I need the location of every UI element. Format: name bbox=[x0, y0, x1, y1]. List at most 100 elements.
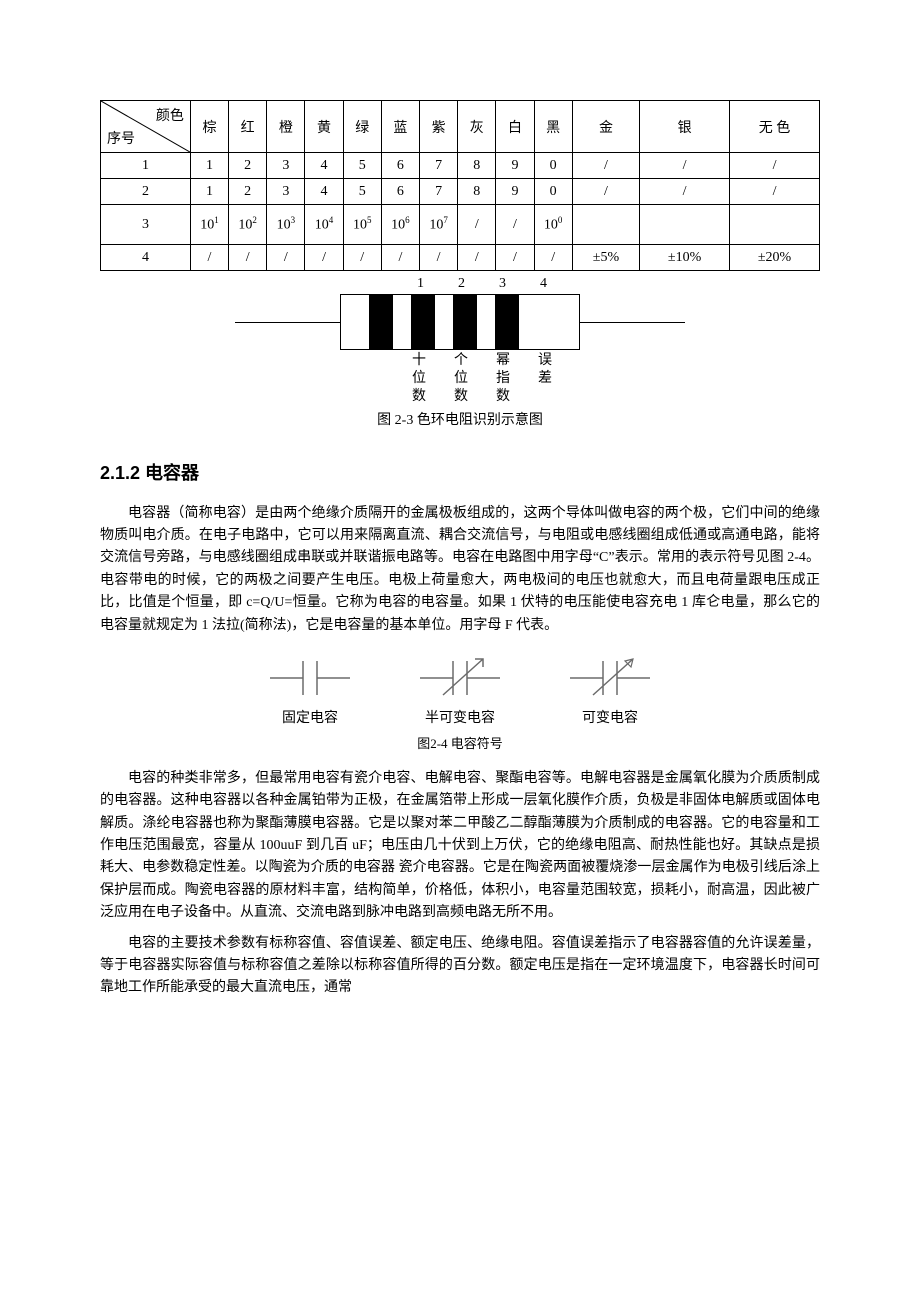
table-cell: / bbox=[343, 245, 381, 271]
cap-label-fixed: 固定电容 bbox=[255, 707, 365, 727]
table-cell: 2 bbox=[229, 153, 267, 179]
color-band bbox=[495, 294, 519, 350]
color-band bbox=[411, 294, 435, 350]
cap-label-variable: 可变电容 bbox=[555, 707, 665, 727]
table-cell: 5 bbox=[343, 153, 381, 179]
header-top-label: 颜色 bbox=[156, 105, 184, 125]
table-cell: 6 bbox=[381, 153, 419, 179]
capacitor-symbols bbox=[100, 653, 820, 703]
table-cell: 106 bbox=[381, 205, 419, 245]
diag-header-cell: 颜色 序号 bbox=[101, 101, 191, 153]
table-cell: / bbox=[730, 153, 820, 179]
table-cell: / bbox=[420, 245, 458, 271]
row-label: 4 bbox=[101, 245, 191, 271]
table-cell: / bbox=[305, 245, 343, 271]
resistor-band-diagram: 1 2 3 4 十 位 数 个 位 数 bbox=[235, 276, 685, 429]
figure-2-3-caption: 图 2-3 色环电阻识别示意图 bbox=[235, 409, 685, 429]
resistor-body bbox=[235, 292, 685, 352]
capacitor-labels: 固定电容 半可变电容 可变电容 bbox=[100, 707, 820, 727]
table-cell: 101 bbox=[190, 205, 228, 245]
table-row: 3 101 102 103 104 105 106 107 / / 100 bbox=[101, 205, 820, 245]
wire-right bbox=[580, 322, 685, 323]
color-header: 棕 bbox=[190, 101, 228, 153]
table-cell: 0 bbox=[534, 179, 572, 205]
table-cell: ±5% bbox=[572, 245, 639, 271]
table-cell: 4 bbox=[305, 179, 343, 205]
color-band bbox=[369, 294, 393, 350]
table-cell: ±10% bbox=[640, 245, 730, 271]
color-code-table: 颜色 序号 棕 红 橙 黄 绿 蓝 紫 灰 白 黑 金 银 无 色 1 1 2 … bbox=[100, 100, 820, 271]
band-labels-row: 十 位 数 个 位 数 幂 指 数 误 差 bbox=[235, 352, 685, 407]
color-header: 蓝 bbox=[381, 101, 419, 153]
table-cell: / bbox=[572, 179, 639, 205]
color-header: 橙 bbox=[267, 101, 305, 153]
table-cell: / bbox=[458, 245, 496, 271]
table-cell bbox=[640, 205, 730, 245]
table-cell: / bbox=[496, 205, 534, 245]
table-cell: 103 bbox=[267, 205, 305, 245]
band-label: 个 位 数 bbox=[451, 352, 471, 407]
band-label: 十 位 数 bbox=[409, 352, 429, 407]
table-cell: / bbox=[496, 245, 534, 271]
variable-capacitor-icon bbox=[565, 653, 655, 703]
wire-left bbox=[235, 322, 340, 323]
table-cell: 104 bbox=[305, 205, 343, 245]
color-header: 金 bbox=[572, 101, 639, 153]
table-cell: / bbox=[640, 179, 730, 205]
section-heading-2-1-2: 2.1.2 电容器 bbox=[100, 459, 820, 485]
resistor-rect bbox=[340, 294, 580, 350]
header-bottom-label: 序号 bbox=[107, 128, 135, 148]
table-header-row: 颜色 序号 棕 红 橙 黄 绿 蓝 紫 灰 白 黑 金 银 无 色 bbox=[101, 101, 820, 153]
color-header: 绿 bbox=[343, 101, 381, 153]
table-cell: 7 bbox=[420, 179, 458, 205]
band-number: 4 bbox=[540, 276, 547, 292]
band-label: 误 差 bbox=[535, 352, 555, 407]
table-cell: 102 bbox=[229, 205, 267, 245]
table-cell: 107 bbox=[420, 205, 458, 245]
table-cell: / bbox=[730, 179, 820, 205]
color-header: 灰 bbox=[458, 101, 496, 153]
table-cell bbox=[572, 205, 639, 245]
band-label: 幂 指 数 bbox=[493, 352, 513, 407]
band-number: 2 bbox=[458, 276, 465, 292]
semi-variable-capacitor-icon bbox=[415, 653, 505, 703]
band-numbers-row: 1 2 3 4 bbox=[235, 276, 685, 292]
color-header: 紫 bbox=[420, 101, 458, 153]
paragraph-3: 电容的主要技术参数有标称容值、容值误差、额定电压、绝缘电阻。容值误差指示了电容器… bbox=[100, 933, 820, 1000]
paragraph-1: 电容器（简称电容）是由两个绝缘介质隔开的金属极板组成的，这两个导体叫做电容的两个… bbox=[100, 503, 820, 637]
table-row: 2 1 2 3 4 5 6 7 8 9 0 / / / bbox=[101, 179, 820, 205]
cap-label-semi: 半可变电容 bbox=[405, 707, 515, 727]
band-number: 1 bbox=[417, 276, 424, 292]
color-header: 无 色 bbox=[730, 101, 820, 153]
table-cell: 1 bbox=[190, 153, 228, 179]
band-number: 3 bbox=[499, 276, 506, 292]
document-page: 颜色 序号 棕 红 橙 黄 绿 蓝 紫 灰 白 黑 金 银 无 色 1 1 2 … bbox=[0, 0, 920, 1068]
table-cell: 8 bbox=[458, 179, 496, 205]
table-cell: 100 bbox=[534, 205, 572, 245]
table-cell: / bbox=[534, 245, 572, 271]
color-header: 黄 bbox=[305, 101, 343, 153]
color-header: 红 bbox=[229, 101, 267, 153]
table-cell: / bbox=[267, 245, 305, 271]
color-header: 银 bbox=[640, 101, 730, 153]
table-cell: / bbox=[458, 205, 496, 245]
table-cell: / bbox=[640, 153, 730, 179]
table-cell: 7 bbox=[420, 153, 458, 179]
table-row: 4 / / / / / / / / / / ±5% ±10% ±20% bbox=[101, 245, 820, 271]
table-cell: 9 bbox=[496, 179, 534, 205]
table-cell: 2 bbox=[229, 179, 267, 205]
table-cell: / bbox=[229, 245, 267, 271]
color-band bbox=[453, 294, 477, 350]
fixed-capacitor-icon bbox=[265, 653, 355, 703]
color-header: 白 bbox=[496, 101, 534, 153]
table-cell: 105 bbox=[343, 205, 381, 245]
table-cell: / bbox=[190, 245, 228, 271]
table-cell: / bbox=[572, 153, 639, 179]
color-header: 黑 bbox=[534, 101, 572, 153]
paragraph-2: 电容的种类非常多，但最常用电容有瓷介电容、电解电容、聚酯电容等。电解电容器是金属… bbox=[100, 768, 820, 925]
table-cell: / bbox=[381, 245, 419, 271]
table-cell: ±20% bbox=[730, 245, 820, 271]
figure-2-4-caption: 图2-4 电容符号 bbox=[100, 733, 820, 752]
table-cell: 1 bbox=[190, 179, 228, 205]
row-label: 1 bbox=[101, 153, 191, 179]
